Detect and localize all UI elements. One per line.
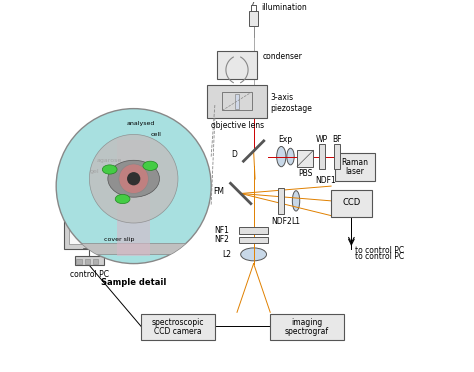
Text: cover slip: cover slip <box>104 237 134 242</box>
Text: piezostage: piezostage <box>270 104 312 113</box>
Bar <box>334 144 339 170</box>
Bar <box>278 188 284 214</box>
Text: L1: L1 <box>292 217 301 226</box>
Bar <box>208 84 266 118</box>
Circle shape <box>56 109 211 264</box>
Text: Raman: Raman <box>342 158 369 167</box>
Text: cell: cell <box>150 132 161 137</box>
Text: CCD camera: CCD camera <box>154 327 202 336</box>
Text: laser: laser <box>346 167 365 176</box>
Bar <box>235 94 239 109</box>
Text: Sample detail: Sample detail <box>101 278 166 286</box>
Bar <box>222 92 252 110</box>
Text: spectroscopic: spectroscopic <box>152 318 204 327</box>
Ellipse shape <box>287 148 294 165</box>
Text: FM: FM <box>213 187 224 196</box>
Bar <box>64 208 115 249</box>
Text: to control PC: to control PC <box>355 252 404 261</box>
Ellipse shape <box>102 165 117 174</box>
Ellipse shape <box>108 160 160 197</box>
Ellipse shape <box>115 195 130 203</box>
Bar <box>239 227 268 234</box>
Text: NF1: NF1 <box>215 226 229 235</box>
Text: NDF1: NDF1 <box>315 176 336 185</box>
Text: WP: WP <box>316 135 328 144</box>
Text: objective lens: objective lens <box>211 121 264 130</box>
Circle shape <box>119 164 148 193</box>
Bar <box>239 237 268 243</box>
Bar <box>69 213 109 244</box>
Text: imaging: imaging <box>292 318 323 327</box>
Bar <box>319 144 325 170</box>
Text: CCD: CCD <box>342 198 361 207</box>
Text: L2: L2 <box>222 250 231 259</box>
Bar <box>217 51 257 79</box>
Text: NF2: NF2 <box>215 235 229 244</box>
Bar <box>56 243 211 254</box>
Ellipse shape <box>277 147 286 167</box>
Bar <box>74 256 104 266</box>
Bar <box>141 314 215 340</box>
Text: to control PC: to control PC <box>355 246 404 255</box>
Text: illumination: illumination <box>261 3 307 12</box>
Circle shape <box>90 134 178 223</box>
Text: Exp: Exp <box>278 135 292 144</box>
Text: gel: gel <box>90 169 99 174</box>
Text: PBS: PBS <box>298 169 312 178</box>
Bar <box>93 259 98 264</box>
Text: control PC: control PC <box>70 270 109 279</box>
Bar <box>84 259 90 264</box>
Text: condenser: condenser <box>263 52 303 61</box>
Bar <box>335 153 375 180</box>
Bar <box>270 314 344 340</box>
Text: analysed: analysed <box>127 121 155 126</box>
Text: D: D <box>231 150 237 159</box>
Text: agarose: agarose <box>97 158 122 163</box>
Text: 3-axis: 3-axis <box>270 93 293 102</box>
Bar <box>117 140 150 256</box>
Circle shape <box>127 172 140 185</box>
Text: NDF2: NDF2 <box>271 217 292 226</box>
Bar <box>331 190 372 218</box>
Bar <box>297 150 313 167</box>
Ellipse shape <box>292 191 300 211</box>
Bar <box>249 11 258 26</box>
Ellipse shape <box>241 248 266 261</box>
Ellipse shape <box>143 161 158 170</box>
Text: spectrograf: spectrograf <box>285 327 329 336</box>
Text: BF: BF <box>332 135 341 144</box>
Bar <box>76 259 82 264</box>
